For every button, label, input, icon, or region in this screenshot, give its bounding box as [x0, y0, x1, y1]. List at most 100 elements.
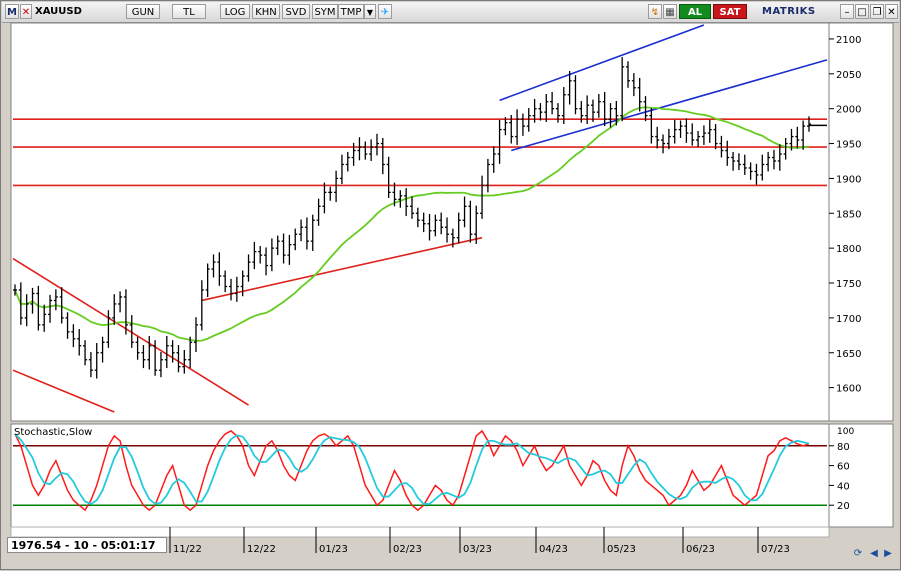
- price-tick-label: 1650: [836, 349, 861, 360]
- x-axis-label: 01/23: [319, 544, 348, 555]
- svd-button[interactable]: SVD: [282, 4, 310, 19]
- price-bar: [94, 342, 99, 379]
- price-bar: [246, 254, 251, 282]
- price-bar: [573, 75, 578, 115]
- minimize-icon[interactable]: –: [840, 4, 854, 19]
- price-bar: [129, 315, 134, 348]
- price-bar: [410, 196, 414, 219]
- menu-button[interactable]: M: [5, 4, 19, 19]
- price-bar: [602, 91, 607, 127]
- calculator-icon[interactable]: ▦: [663, 4, 677, 19]
- price-bar: [404, 188, 409, 217]
- price-bar: [398, 190, 403, 208]
- tmp-button[interactable]: TMP: [338, 4, 364, 19]
- price-bar: [468, 200, 473, 243]
- price-bar: [742, 154, 747, 175]
- price-bar: [696, 130, 701, 148]
- sell-button[interactable]: SAT: [713, 4, 747, 19]
- price-bar: [316, 198, 321, 226]
- log-button[interactable]: LOG: [220, 4, 250, 19]
- price-bar: [439, 212, 444, 235]
- price-bar: [561, 87, 566, 125]
- sync-icon[interactable]: ⟳: [853, 548, 863, 559]
- price-bar: [491, 146, 496, 173]
- price-bar: [701, 125, 706, 145]
- price-bar: [620, 57, 625, 122]
- price-bar: [77, 329, 82, 356]
- downtrend-line-upper[interactable]: [12, 257, 249, 406]
- dropdown-arrow-icon[interactable]: ▼: [364, 4, 376, 19]
- price-bar: [328, 186, 333, 201]
- price-bar: [351, 142, 356, 166]
- price-bar: [544, 94, 549, 122]
- price-bar: [719, 135, 724, 158]
- twitter-bird-icon[interactable]: ✈: [378, 4, 392, 19]
- x-axis-label: 04/23: [539, 544, 568, 555]
- x-axis-label: 07/23: [761, 544, 790, 555]
- price-bar: [234, 276, 239, 302]
- price-bar: [48, 294, 53, 323]
- price-bar: [567, 71, 572, 105]
- restore-icon[interactable]: ❐: [870, 4, 884, 19]
- buy-button[interactable]: AL: [679, 4, 711, 19]
- channel-lower-line[interactable]: [511, 59, 828, 152]
- x-axis-label: 05/23: [607, 544, 636, 555]
- price-bar: [579, 101, 584, 123]
- brand-logo: MATRIKS: [762, 6, 816, 17]
- price-bar: [322, 182, 327, 214]
- uptrend-support-line[interactable]: [201, 236, 483, 302]
- price-bar: [713, 124, 718, 150]
- price-bar: [725, 140, 730, 166]
- period-button[interactable]: GUN: [126, 4, 160, 19]
- scroll-left-icon[interactable]: ◀: [870, 548, 878, 559]
- indicator-label: Stochastic,Slow: [14, 427, 92, 438]
- refresh-lightning-icon[interactable]: ↯: [648, 4, 662, 19]
- price-bar: [555, 103, 560, 123]
- price-tick-label: 1850: [836, 209, 861, 220]
- price-bar: [503, 117, 508, 136]
- status-readout: 1976.54 - 10 - 05:01:17: [7, 537, 167, 553]
- price-bar: [83, 340, 88, 366]
- price-bar: [801, 120, 806, 150]
- price-bar: [433, 214, 438, 237]
- price-bar: [766, 151, 771, 172]
- price-bar: [374, 133, 379, 156]
- price-bar: [661, 134, 666, 154]
- price-bar: [112, 294, 117, 325]
- scroll-area[interactable]: [10, 526, 830, 538]
- price-panel[interactable]: [10, 22, 830, 422]
- price-bar: [193, 317, 198, 353]
- price-bar: [626, 61, 631, 88]
- price-bar: [106, 310, 111, 348]
- price-bar: [369, 139, 374, 161]
- stoch-tick-label: 80: [837, 442, 850, 453]
- channel-upper-line[interactable]: [499, 24, 705, 102]
- sym-button[interactable]: SYM: [312, 4, 338, 19]
- x-axis-label: 12/22: [247, 544, 276, 555]
- symbol-field[interactable]: XAUUSD: [35, 6, 82, 17]
- price-bar: [182, 349, 187, 374]
- maximize-icon[interactable]: □: [855, 4, 869, 19]
- price-bar: [450, 228, 455, 248]
- downtrend-line-lower[interactable]: [12, 369, 115, 413]
- price-tick-label: 2050: [836, 70, 861, 81]
- close-symbol-icon[interactable]: ✕: [20, 4, 32, 19]
- close-icon[interactable]: ✕: [885, 4, 898, 19]
- price-bar: [264, 247, 269, 276]
- khn-button[interactable]: KHN: [252, 4, 280, 19]
- currency-button[interactable]: TL: [172, 4, 206, 19]
- price-bar: [736, 153, 741, 171]
- stochastic-panel[interactable]: [10, 423, 830, 528]
- price-bar: [339, 154, 344, 184]
- price-bar: [118, 291, 123, 313]
- price-bar: [415, 207, 420, 228]
- price-bar: [304, 217, 309, 250]
- price-bar: [217, 252, 222, 286]
- x-axis-label: 06/23: [686, 544, 715, 555]
- price-bar: [474, 205, 479, 244]
- price-tick-label: 1900: [836, 174, 861, 185]
- scroll-right-icon[interactable]: ▶: [884, 548, 892, 559]
- price-bar: [363, 141, 368, 160]
- price-bar: [310, 214, 315, 251]
